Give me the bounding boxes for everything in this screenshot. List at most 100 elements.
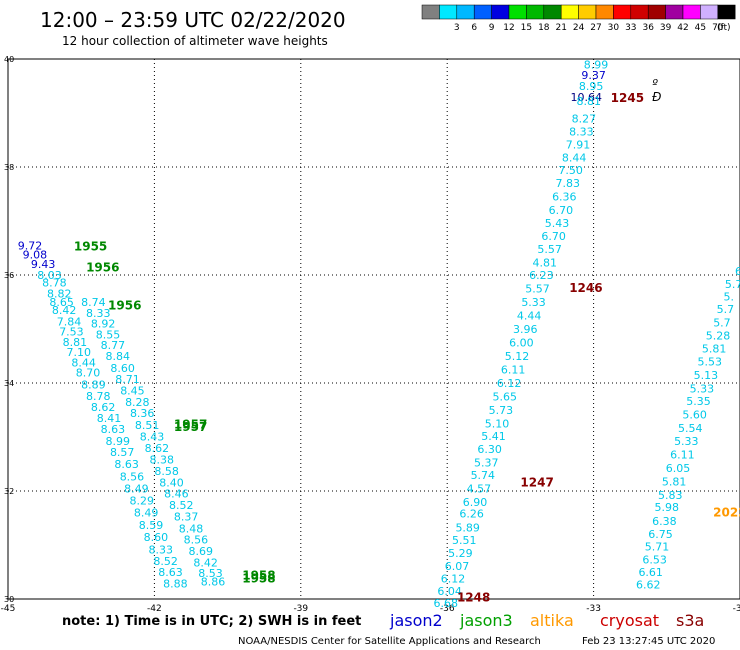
legend-swatch	[595, 4, 614, 20]
swh-point: 8.86	[201, 576, 226, 589]
legend-swatch	[682, 4, 701, 20]
time-label: 1958	[242, 571, 275, 585]
swh-point: 8.81	[63, 336, 88, 349]
time-label: 1956	[86, 260, 119, 274]
swh-point: 5.41	[481, 430, 506, 443]
swh-point: 8.56	[120, 470, 145, 483]
swh-point: 5.33	[674, 435, 699, 448]
swh-point: 7.10	[67, 346, 92, 359]
swh-point: 5.13	[694, 369, 719, 382]
legend-swatch	[578, 4, 597, 20]
swh-point: 5.65	[493, 391, 518, 404]
swh-point: 8.99	[584, 58, 609, 71]
swh-point: 5.33	[690, 382, 715, 395]
x-tick-label: -42	[147, 604, 162, 614]
swh-point: 8.03	[37, 269, 62, 282]
swh-point: 8.69	[189, 545, 214, 558]
chart-subtitle: 12 hour collection of altimeter wave hei…	[62, 34, 328, 48]
legend-swatch	[491, 4, 510, 20]
legend-label: 42	[677, 23, 688, 33]
swh-point: 8.74	[81, 296, 106, 309]
swh-point: 8.71	[115, 373, 140, 386]
swh-point: 6.53	[642, 554, 667, 567]
swh-point: 5.57	[537, 243, 562, 256]
legend-swatch	[665, 4, 684, 20]
y-tick-label: 36	[4, 271, 14, 280]
legend-swatch	[508, 4, 527, 20]
swh-point: 10.64	[571, 91, 603, 104]
swh-point: 5.73	[489, 404, 514, 417]
swh-point: 6.00	[509, 337, 534, 350]
legend-label: 36	[642, 23, 654, 33]
swh-point: 6.05	[666, 462, 691, 475]
swh-point: 8.78	[42, 277, 67, 290]
legend-label: 39	[660, 23, 672, 33]
swh-point: 5.7	[717, 303, 735, 316]
swh-point: 8.49	[124, 482, 149, 495]
swh-point: 8.63	[101, 423, 126, 436]
satellite-label: s3a	[676, 611, 704, 630]
swh-point: 8.36	[130, 407, 155, 420]
satellite-label: altika	[530, 611, 574, 630]
legend-label: 15	[521, 23, 532, 33]
swh-point: 6.07	[445, 560, 470, 573]
swh-point: 9.08	[23, 248, 48, 261]
swh-point: 5.51	[452, 534, 477, 547]
legend-label: 70	[712, 23, 724, 33]
swh-point: 5.60	[682, 408, 707, 421]
legend-label: 18	[538, 23, 550, 33]
swh-point: 5.28	[706, 329, 731, 342]
swh-point: 8.27	[572, 112, 597, 125]
swh-point: 8.42	[193, 556, 218, 569]
swh-point: 5.	[724, 291, 735, 304]
swh-point: 8.84	[106, 350, 131, 363]
swh-point: 5.71	[645, 541, 670, 554]
y-tick-label: 32	[4, 487, 14, 496]
legend-swatch	[526, 4, 545, 20]
swh-point: 8.58	[154, 465, 179, 478]
y-tick-label: 30	[4, 595, 14, 604]
time-label: 1246	[569, 281, 602, 295]
swh-point: 6	[735, 265, 740, 278]
y-tick-label: 38	[4, 163, 14, 172]
legend-label: 12	[503, 23, 514, 33]
swh-point: 6.04	[437, 585, 462, 598]
swh-point: 8.78	[86, 390, 111, 403]
swh-point: 5.33	[521, 296, 546, 309]
swh-point: 8.62	[91, 401, 116, 414]
swh-point: 8.44	[562, 151, 587, 164]
time-label: 2022	[713, 506, 740, 520]
swh-point: 6.68	[433, 597, 458, 610]
swh-point: 8.40	[159, 476, 184, 489]
legend: 3 6 9 12 15 18 21 24 27 30 33 36 39 42 45 70(ft)	[421, 4, 736, 33]
swh-point: 8.52	[153, 555, 178, 568]
swh-point: 8.33	[86, 307, 111, 320]
time-label: 1958	[242, 569, 275, 583]
swh-point: 8.41	[97, 412, 122, 425]
swh-point: 5.53	[697, 355, 722, 368]
swh-point: 5.43	[545, 217, 570, 230]
swh-point: 8.28	[125, 396, 150, 409]
swh-point: 5.54	[678, 422, 703, 435]
satellite-label: jason2	[389, 611, 443, 630]
swh-point: 8.33	[569, 125, 594, 138]
legend-swatch	[613, 4, 632, 20]
swh-point: 6.26	[459, 508, 484, 521]
swh-point: 8.38	[149, 454, 174, 467]
swh-point: 5.83	[658, 489, 683, 502]
swh-point: 6.36	[552, 191, 577, 204]
swh-point: 8.77	[101, 339, 126, 352]
swh-point: 8.99	[106, 435, 131, 448]
y-tick-label: 34	[4, 379, 14, 388]
legend-label: 45	[695, 23, 706, 33]
swh-point: 6.38	[652, 515, 677, 528]
time-label: 1955	[74, 239, 107, 253]
satellite-label: jason3	[459, 611, 513, 630]
satellite-legend: jason2 jason3 altika cryosat s3a	[389, 611, 704, 630]
legend-label: 30	[608, 23, 620, 33]
data-marks: 9.729.089.438.038.788.828.658.427.847.53…	[18, 58, 740, 609]
legend-swatch	[439, 4, 458, 20]
swh-point: 8.63	[158, 566, 183, 579]
swh-point: 5.7	[725, 278, 740, 291]
legend-label: 24	[573, 23, 585, 33]
